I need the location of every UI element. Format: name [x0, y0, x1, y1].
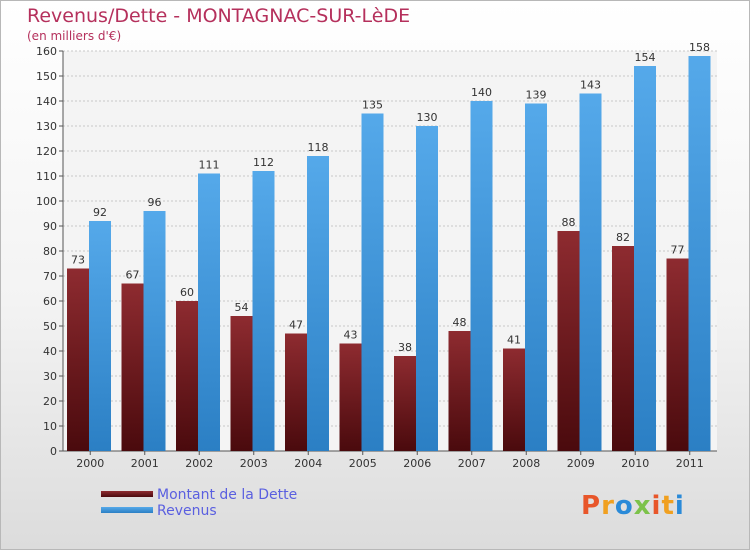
logo-letter: x	[633, 491, 652, 521]
logo-letter: P	[581, 491, 602, 521]
y-tick-label: 130	[36, 120, 57, 133]
bar-revenus	[525, 103, 547, 451]
data-label: 140	[471, 86, 492, 99]
x-tick-label: 2006	[403, 457, 431, 470]
bar-dette	[285, 333, 307, 451]
y-tick-label: 30	[43, 370, 57, 383]
data-label: 82	[616, 231, 630, 244]
y-tick-label: 50	[43, 320, 57, 333]
bar-dette	[339, 343, 362, 451]
logo-letter: r	[601, 491, 615, 521]
chart-subtitle: (en milliers d'€)	[27, 29, 122, 43]
x-tick-label: 2009	[567, 457, 595, 470]
x-tick-label: 2004	[294, 457, 322, 470]
data-label: 112	[253, 156, 274, 169]
bar-revenus	[416, 126, 438, 451]
y-tick-label: 80	[43, 245, 57, 258]
y-tick-label: 20	[43, 395, 57, 408]
bar-revenus	[470, 101, 493, 451]
data-label: 54	[235, 301, 249, 314]
bar-dette	[394, 356, 416, 451]
y-tick-label: 140	[36, 95, 57, 108]
bar-revenus	[361, 113, 384, 451]
x-tick-label: 2000	[76, 457, 104, 470]
y-tick-label: 10	[43, 420, 57, 433]
logo-letter: i	[651, 491, 662, 521]
y-tick-label: 160	[36, 45, 57, 58]
y-tick-label: 150	[36, 70, 57, 83]
data-label: 88	[562, 216, 576, 229]
data-label: 38	[398, 341, 412, 354]
x-tick-label: 2005	[349, 457, 377, 470]
legend-swatch-dette	[101, 491, 153, 497]
x-tick-label: 2010	[621, 457, 649, 470]
logo-letter: i	[674, 491, 685, 521]
data-label: 139	[526, 89, 547, 102]
data-label: 135	[362, 99, 383, 112]
data-label: 47	[289, 319, 303, 332]
chart-title: Revenus/Dette - MONTAGNAC-SUR-LèDE	[27, 5, 411, 27]
logo-letter: t	[661, 491, 675, 521]
proxiti-logo: Proxiti	[581, 491, 685, 521]
bar-revenus	[252, 171, 275, 451]
data-label: 67	[126, 269, 140, 282]
data-label: 77	[671, 244, 685, 257]
bar-revenus	[688, 56, 711, 451]
data-label: 118	[308, 141, 329, 154]
bar-dette	[176, 301, 198, 451]
bar-revenus	[143, 211, 166, 451]
y-tick-label: 70	[43, 270, 57, 283]
data-label: 60	[180, 286, 194, 299]
bar-revenus	[634, 66, 656, 451]
bar-dette	[612, 246, 634, 451]
bar-dette	[666, 258, 689, 451]
y-tick-label: 90	[43, 220, 57, 233]
bar-dette	[448, 331, 471, 451]
data-label: 158	[689, 41, 710, 54]
data-label: 130	[417, 111, 438, 124]
data-label: 111	[199, 159, 220, 172]
bar-dette	[67, 268, 89, 451]
data-label: 73	[71, 254, 85, 267]
data-label: 48	[453, 316, 467, 329]
x-tick-label: 2003	[240, 457, 268, 470]
bar-revenus	[307, 156, 329, 451]
x-tick-label: 2011	[676, 457, 704, 470]
y-tick-label: 100	[36, 195, 57, 208]
bar-dette	[503, 348, 525, 451]
x-tick-label: 2008	[512, 457, 540, 470]
bar-dette	[230, 316, 253, 451]
logo-letter: o	[614, 491, 634, 521]
bar-revenus	[579, 93, 602, 451]
bar-revenus	[198, 173, 220, 451]
bar-dette	[121, 283, 144, 451]
data-label: 41	[507, 334, 521, 347]
y-tick-label: 120	[36, 145, 57, 158]
legend-label-revenus: Revenus	[157, 503, 217, 519]
legend-label-dette: Montant de la Dette	[157, 487, 298, 503]
data-label: 92	[93, 206, 107, 219]
data-label: 43	[344, 329, 358, 342]
x-tick-label: 2007	[458, 457, 486, 470]
y-tick-label: 0	[50, 445, 57, 458]
x-tick-label: 2002	[185, 457, 213, 470]
legend-swatch-revenus	[101, 507, 153, 513]
x-tick-label: 2001	[131, 457, 159, 470]
data-label: 154	[635, 51, 656, 64]
y-tick-label: 110	[36, 170, 57, 183]
y-tick-label: 60	[43, 295, 57, 308]
data-label: 143	[580, 79, 601, 92]
bar-revenus	[89, 221, 111, 451]
y-tick-label: 40	[43, 345, 57, 358]
bar-dette	[557, 231, 580, 451]
data-label: 96	[148, 196, 162, 209]
